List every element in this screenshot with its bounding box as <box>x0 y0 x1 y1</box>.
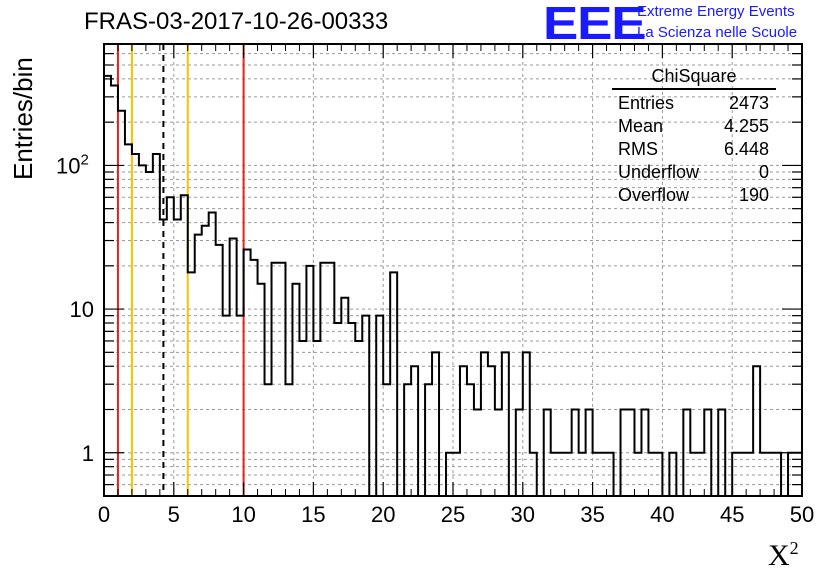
chart-title: FRAS-03-2017-10-26-00333 <box>84 8 389 35</box>
eee-logo: EEE <box>543 0 647 49</box>
x-axis-label-base: X <box>768 539 790 572</box>
x-tick-label: 20 <box>371 502 395 527</box>
stats-value: 6.448 <box>723 139 769 159</box>
stats-label: Overflow <box>618 185 690 205</box>
x-tick-label: 10 <box>231 502 255 527</box>
stats-value: 2473 <box>728 93 769 113</box>
logo-line-2: La Scienza nelle Scuole <box>637 24 798 41</box>
x-tick-label: 0 <box>98 502 110 527</box>
x-tick-label: 25 <box>441 502 465 527</box>
stats-label: Entries <box>618 93 675 113</box>
stats-row-underflow: Underflow 0 <box>612 161 776 184</box>
x-tick-label: 5 <box>168 502 180 527</box>
stats-row-mean: Mean 4.255 <box>612 115 776 138</box>
grid <box>104 44 802 496</box>
stats-row-entries: Entries 2473 <box>612 92 776 115</box>
x-tick-label: 15 <box>301 502 325 527</box>
histogram-series <box>104 74 802 497</box>
y-tick-label: 1 <box>82 441 94 466</box>
x-axis-label: X2 <box>768 538 799 573</box>
stats-label: Underflow <box>618 162 700 182</box>
y-tick-label: 102 <box>56 151 89 178</box>
stats-label: Mean <box>618 116 664 136</box>
histogram-line <box>104 74 802 497</box>
y-tick-label: 10 <box>70 297 94 322</box>
stats-row-overflow: Overflow 190 <box>612 184 776 207</box>
stats-value: 190 <box>738 185 769 205</box>
stats-box: ChiSquare Entries 2473 Mean 4.255 RMS 6.… <box>612 66 776 207</box>
axis-ticks <box>103 44 803 496</box>
x-tick-label: 35 <box>580 502 604 527</box>
stats-value: 4.255 <box>723 116 769 136</box>
y-axis-label: Entries/bin <box>8 57 38 180</box>
reference-lines <box>116 44 245 496</box>
stats-value: 0 <box>758 162 769 182</box>
x-tick-label: 50 <box>790 502 814 527</box>
tick-labels: 0 5 10 15 20 25 30 35 40 45 50 1 10 102 <box>56 151 814 527</box>
stats-row-rms: RMS 6.448 <box>612 138 776 161</box>
logo-line-1: Extreme Energy Events <box>637 3 795 20</box>
x-tick-label: 30 <box>511 502 535 527</box>
x-tick-label: 45 <box>720 502 744 527</box>
stats-title: ChiSquare <box>612 66 776 90</box>
x-tick-label: 40 <box>650 502 674 527</box>
stats-label: RMS <box>618 139 658 159</box>
x-axis-label-sup: 2 <box>789 538 799 558</box>
